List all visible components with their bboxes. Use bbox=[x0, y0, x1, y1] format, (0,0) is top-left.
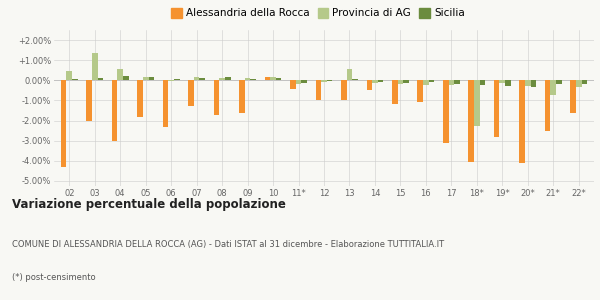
Text: COMUNE DI ALESSANDRIA DELLA ROCCA (AG) - Dati ISTAT al 31 dicembre - Elaborazion: COMUNE DI ALESSANDRIA DELLA ROCCA (AG) -… bbox=[12, 240, 444, 249]
Bar bbox=[372, 80, 378, 83]
Bar bbox=[296, 80, 301, 84]
Bar bbox=[199, 78, 205, 80]
Bar bbox=[225, 77, 230, 80]
Bar bbox=[454, 80, 460, 84]
Bar bbox=[163, 80, 169, 127]
Bar bbox=[316, 80, 321, 100]
Bar bbox=[556, 80, 562, 84]
Bar bbox=[174, 79, 179, 80]
Bar bbox=[505, 80, 511, 86]
Bar bbox=[449, 80, 454, 86]
Bar bbox=[149, 77, 154, 80]
Bar bbox=[92, 53, 98, 80]
Bar bbox=[479, 80, 485, 86]
Bar bbox=[418, 80, 423, 103]
Bar bbox=[469, 80, 474, 162]
Bar bbox=[169, 80, 174, 81]
Bar bbox=[571, 80, 576, 112]
Bar bbox=[347, 69, 352, 80]
Bar bbox=[576, 80, 581, 87]
Bar bbox=[276, 78, 281, 80]
Bar bbox=[428, 80, 434, 82]
Legend: Alessandria della Rocca, Provincia di AG, Sicilia: Alessandria della Rocca, Provincia di AG… bbox=[171, 8, 465, 18]
Bar bbox=[118, 69, 123, 80]
Bar bbox=[301, 80, 307, 83]
Bar bbox=[67, 71, 72, 80]
Bar bbox=[443, 80, 449, 143]
Text: (*) post-censimento: (*) post-censimento bbox=[12, 273, 95, 282]
Bar bbox=[143, 77, 149, 80]
Bar bbox=[137, 80, 143, 117]
Text: Variazione percentuale della popolazione: Variazione percentuale della popolazione bbox=[12, 198, 286, 211]
Bar bbox=[494, 80, 499, 137]
Bar bbox=[499, 80, 505, 83]
Bar bbox=[112, 80, 118, 141]
Bar bbox=[520, 80, 525, 163]
Bar bbox=[550, 80, 556, 95]
Bar bbox=[250, 79, 256, 80]
Bar bbox=[239, 80, 245, 112]
Bar bbox=[423, 80, 428, 86]
Bar bbox=[123, 76, 128, 80]
Bar bbox=[290, 80, 296, 89]
Bar bbox=[86, 80, 92, 121]
Bar bbox=[98, 78, 103, 80]
Bar bbox=[265, 77, 270, 80]
Bar bbox=[270, 77, 276, 80]
Bar bbox=[403, 80, 409, 83]
Bar bbox=[367, 80, 372, 90]
Bar bbox=[321, 80, 327, 82]
Bar bbox=[327, 80, 332, 81]
Bar bbox=[392, 80, 398, 104]
Bar bbox=[525, 80, 530, 86]
Bar bbox=[352, 79, 358, 80]
Bar bbox=[530, 80, 536, 87]
Bar bbox=[581, 80, 587, 84]
Bar bbox=[72, 79, 77, 80]
Bar bbox=[245, 78, 250, 80]
Bar bbox=[398, 80, 403, 84]
Bar bbox=[220, 78, 225, 80]
Bar bbox=[341, 80, 347, 100]
Bar bbox=[474, 80, 479, 126]
Bar bbox=[61, 80, 67, 167]
Bar bbox=[194, 77, 199, 80]
Bar bbox=[214, 80, 220, 115]
Bar bbox=[378, 80, 383, 82]
Bar bbox=[545, 80, 550, 130]
Bar bbox=[188, 80, 194, 106]
